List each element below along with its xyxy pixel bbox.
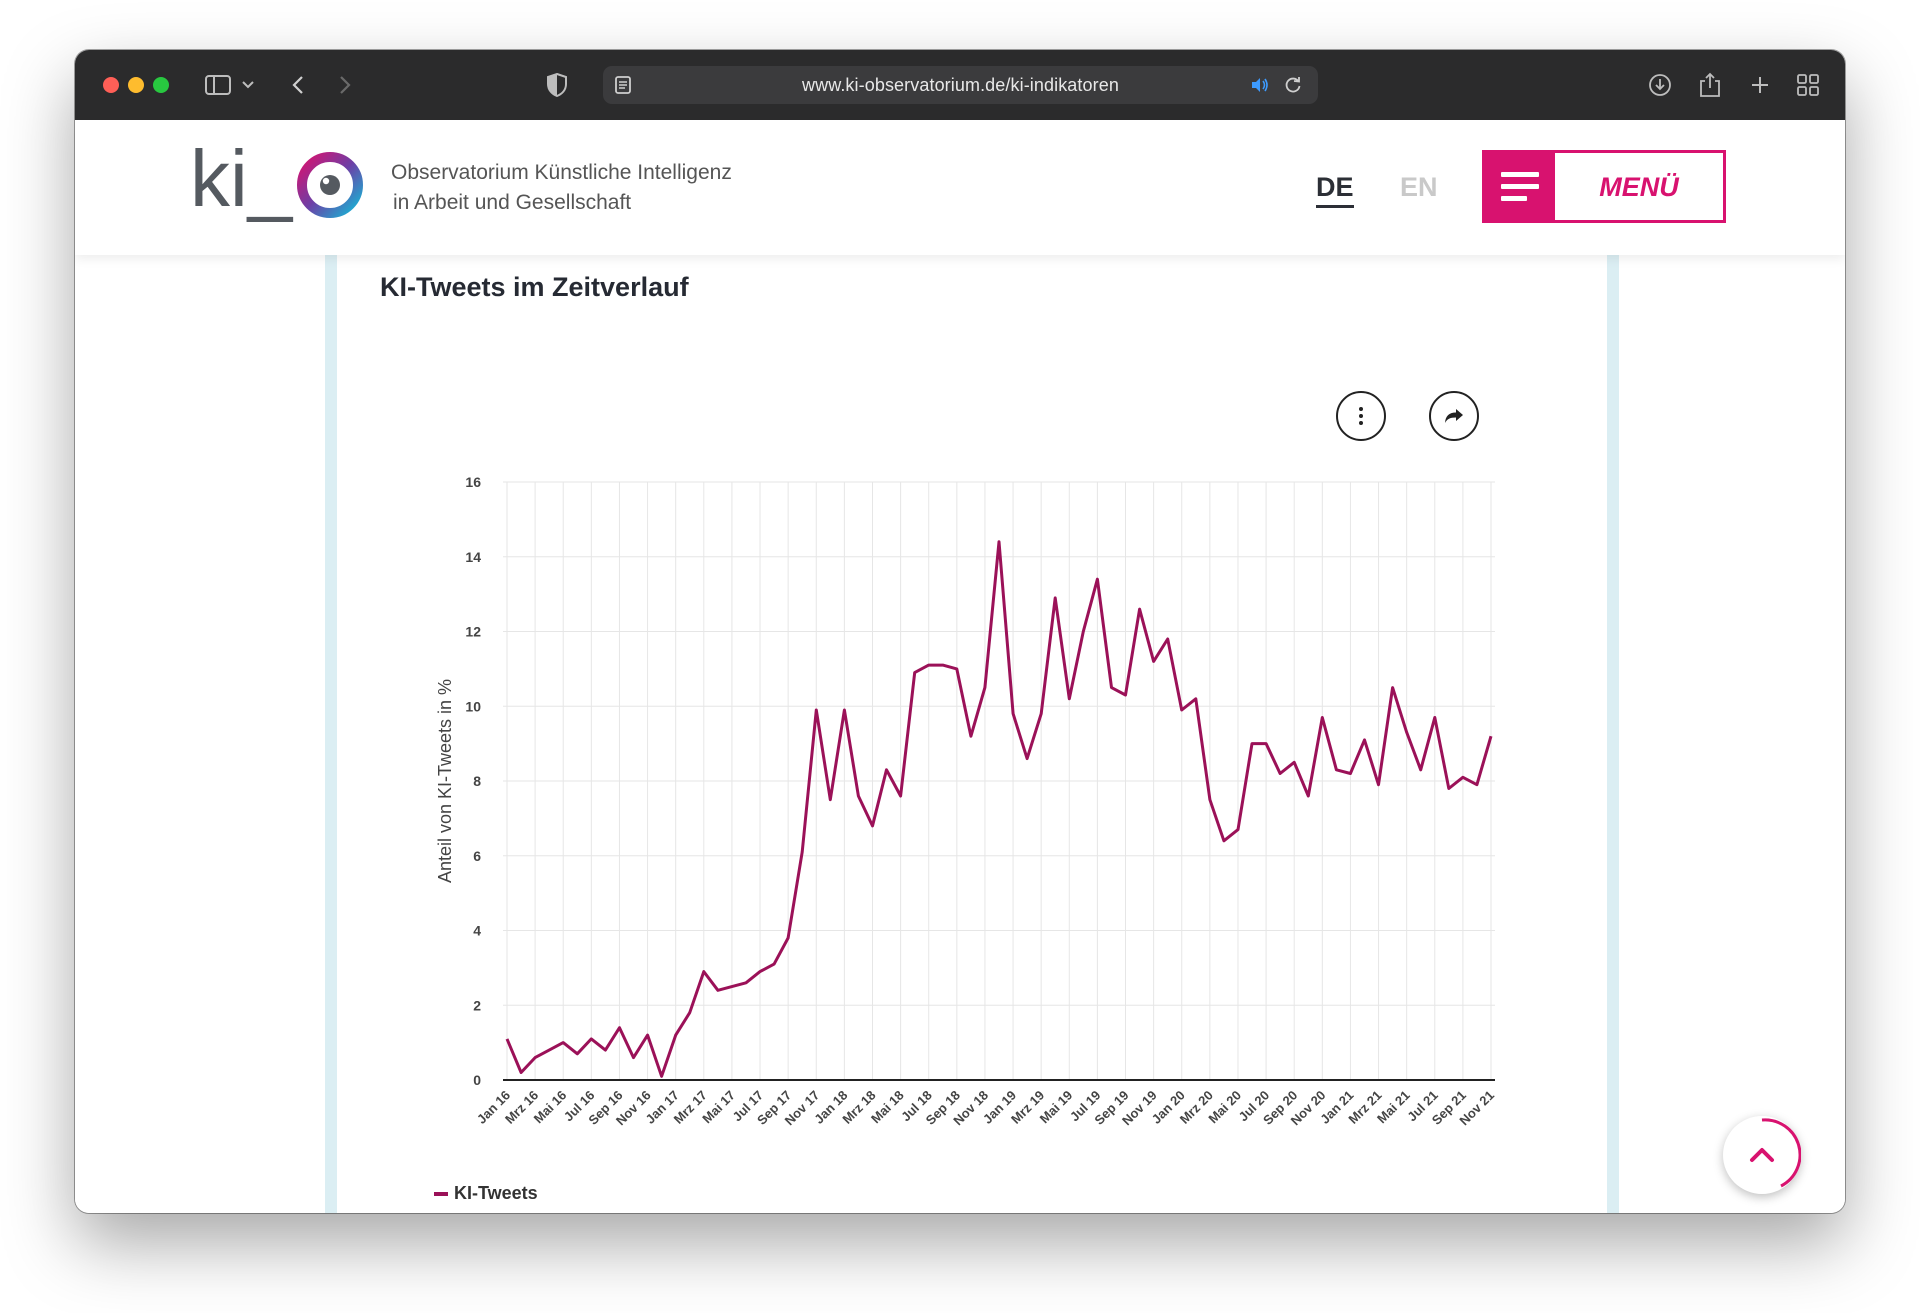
sidebar-toggle-icon[interactable] (203, 70, 233, 100)
downloads-icon[interactable] (1645, 70, 1675, 100)
x-tick-label: Mai 16 (531, 1088, 570, 1127)
chart-options-button[interactable] (1336, 391, 1386, 441)
browser-window: www.ki-observatorium.de/ki-indikatoren (75, 50, 1845, 1213)
scroll-to-top-button[interactable] (1723, 1116, 1801, 1194)
x-tick-label: Mai 21 (1374, 1088, 1413, 1127)
y-tick-label: 0 (473, 1072, 481, 1088)
chart-title: KI-Tweets im Zeitverlauf (380, 272, 689, 302)
hamburger-icon (1485, 153, 1555, 220)
share-icon[interactable] (1695, 70, 1725, 100)
browser-titlebar: www.ki-observatorium.de/ki-indikatoren (75, 50, 1845, 120)
legend-label-ki-tweets: KI-Tweets (454, 1183, 538, 1203)
menu-button[interactable]: MENÜ (1482, 150, 1726, 223)
y-tick-label: 2 (473, 997, 481, 1013)
y-tick-label: 16 (465, 474, 481, 490)
tagline-line-2: in Arbeit und Gesellschaft (393, 191, 632, 214)
tagline-line-1: Observatorium Künstliche Intelligenz (391, 161, 732, 184)
chevron-up-icon (1750, 1118, 1801, 1188)
site-header: ki_ Observatorium Künstliche Intelligenz… (75, 120, 1845, 255)
chevron-down-icon[interactable] (233, 70, 263, 100)
series-line-ki-tweets (505, 540, 1493, 1078)
logo-text: ki_ (190, 148, 294, 223)
minimize-window-button[interactable] (128, 77, 144, 93)
x-tick-label: Mai 20 (1205, 1088, 1244, 1127)
y-tick-label: 4 (473, 923, 481, 939)
reader-view-icon[interactable] (608, 70, 638, 100)
page-viewport: ki_ Observatorium Künstliche Intelligenz… (75, 120, 1845, 1213)
share-arrow-icon (1445, 409, 1463, 423)
reload-icon[interactable] (1278, 70, 1308, 100)
url-text: www.ki-observatorium.de/ki-indikatoren (802, 75, 1119, 95)
forward-arrow-icon[interactable] (330, 70, 360, 100)
zoom-window-button[interactable] (153, 77, 169, 93)
x-tick-label: Mai 17 (699, 1088, 738, 1127)
chart-legend[interactable]: KI-Tweets (434, 1183, 538, 1204)
audio-playing-icon[interactable] (1245, 70, 1275, 100)
language-de-link[interactable]: DE (1316, 172, 1354, 208)
chart-gridlines (503, 481, 1495, 1081)
y-tick-label: 12 (465, 624, 481, 640)
back-arrow-icon[interactable] (283, 70, 313, 100)
x-tick-label: Mai 18 (868, 1088, 907, 1127)
close-window-button[interactable] (103, 77, 119, 93)
menu-label: MENÜ (1599, 172, 1679, 202)
y-axis-label: Anteil von KI-Tweets in % (435, 679, 455, 883)
y-tick-label: 6 (473, 848, 481, 864)
ki-o-logo[interactable]: ki_ (190, 134, 365, 233)
y-tick-label: 10 (465, 698, 481, 714)
x-tick-label: Mai 19 (1037, 1088, 1076, 1127)
privacy-shield-icon[interactable] (542, 70, 572, 100)
legend-swatch (434, 1192, 448, 1197)
y-axis-ticks: 0 2 4 6 8 10 12 14 16 (465, 474, 481, 1088)
chart-share-button[interactable] (1429, 391, 1479, 441)
y-tick-label: 8 (473, 773, 481, 789)
y-tick-label: 14 (465, 549, 481, 565)
new-tab-plus-icon[interactable] (1745, 70, 1775, 100)
site-tagline: Observatorium Künstliche Intelligenz in … (391, 158, 732, 218)
language-en-link[interactable]: EN (1400, 172, 1438, 202)
address-bar[interactable]: www.ki-observatorium.de/ki-indikatoren (603, 66, 1318, 104)
more-vertical-icon (1359, 407, 1363, 425)
tab-overview-icon[interactable] (1793, 70, 1823, 100)
